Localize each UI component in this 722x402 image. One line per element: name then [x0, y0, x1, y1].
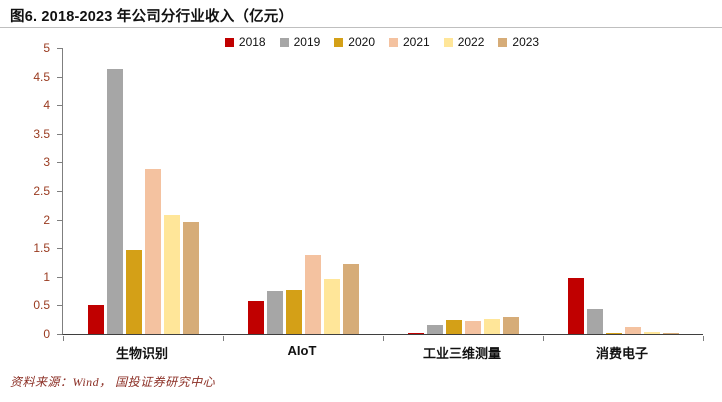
title-divider: [0, 27, 722, 28]
bar-2022-工业三维测量: [483, 318, 500, 334]
legend-swatch-2023: [498, 37, 508, 47]
x-category-label-消费电子: 消费电子: [595, 346, 648, 361]
bar-2019-消费电子: [586, 309, 603, 334]
x-tick-mark: [222, 336, 224, 341]
legend-label-2020: 2020: [348, 35, 375, 49]
bar-2020-工业三维测量: [445, 320, 462, 334]
y-tick-mark: [57, 276, 62, 278]
source-note: 资料来源：Wind， 国投证券研究中心: [10, 375, 216, 389]
y-tick-label: 0: [43, 327, 50, 341]
bar-2018-AIoT: [247, 301, 264, 334]
y-tick-mark: [57, 76, 62, 78]
y-tick-label: 1: [43, 269, 50, 284]
legend-item-2018: 2018: [224, 35, 266, 49]
y-tick-mark: [57, 305, 62, 307]
bar-group-工业三维测量: [383, 48, 543, 334]
y-tick-label: 2: [43, 212, 50, 227]
x-tick-mark: [62, 336, 64, 341]
bar-2020-AIoT: [285, 289, 302, 334]
bar-group-AIoT: [223, 48, 383, 334]
bar-2020-消费电子: [605, 332, 622, 334]
bar-2020-生物识别: [125, 249, 142, 334]
bar-2019-工业三维测量: [426, 325, 443, 334]
bar-2022-消费电子: [643, 332, 660, 334]
y-tick-mark: [57, 133, 62, 135]
bar-2019-生物识别: [106, 69, 123, 334]
bar-2021-消费电子: [624, 327, 641, 334]
y-tick-label: 4.5: [33, 69, 50, 84]
y-tick-label: 0.5: [33, 298, 50, 313]
legend-item-2019: 2019: [279, 35, 321, 49]
legend-label-2022: 2022: [457, 35, 485, 49]
y-tick-mark: [57, 219, 62, 221]
bar-2022-AIoT: [323, 279, 340, 334]
legend-item-2021: 2021: [389, 35, 430, 49]
y-tick-label: 3.5: [33, 126, 50, 141]
y-tick-label: 4: [43, 98, 50, 113]
bar-2021-工业三维测量: [464, 321, 481, 334]
legend-swatch-2020: [334, 37, 344, 47]
y-tick-mark: [57, 248, 62, 250]
y-tick-mark: [57, 105, 62, 107]
y-tick-mark: [57, 334, 62, 335]
x-axis-labels: 生物识别 AIoT 工业三维测量 消费电子: [62, 343, 702, 362]
legend-swatch-2018: [224, 37, 234, 47]
legend-item-2023: 2023: [498, 35, 539, 49]
y-tick-label: 1.5: [33, 241, 50, 256]
legend-label-2021: 2021: [403, 35, 430, 49]
bar-2023-AIoT: [342, 264, 359, 334]
x-tick-mark: [542, 336, 544, 341]
bar-2021-生物识别: [144, 169, 161, 334]
bar-2023-工业三维测量: [502, 316, 519, 334]
x-tick-mark: [382, 336, 384, 341]
bar-2022-生物识别: [163, 215, 180, 334]
y-tick-mark: [57, 162, 62, 164]
y-tick-mark: [57, 191, 62, 192]
y-tick-label: 5: [43, 41, 50, 55]
y-tick-label: 3: [43, 155, 50, 170]
bar-2018-工业三维测量: [407, 332, 424, 334]
x-category-label-工业三维测量: 工业三维测量: [422, 346, 501, 361]
plot-area: [62, 48, 704, 341]
bar-2023-生物识别: [182, 222, 199, 334]
legend-swatch-2021: [389, 37, 398, 47]
legend-label-2019: 2019: [293, 35, 321, 49]
legend-label-2018: 2018: [238, 35, 266, 49]
bar-group-生物识别: [63, 48, 223, 334]
y-axis: 0 0.5 1 1.5 2 2.5 3 3.5 4 4.5 5: [0, 41, 62, 341]
bar-group-消费电子: [543, 48, 703, 334]
y-tick-mark: [57, 48, 62, 49]
bar-2023-消费电子: [662, 332, 679, 334]
legend-label-2023: 2023: [512, 35, 540, 49]
legend-swatch-2019: [279, 37, 289, 47]
legend-item-2022: 2022: [443, 35, 485, 49]
bar-2018-生物识别: [87, 305, 104, 334]
y-tick-label: 2.5: [33, 184, 50, 198]
legend: 2018 2019 2020 2021 2022 2023: [62, 35, 702, 49]
bar-2021-AIoT: [304, 255, 321, 334]
bar-2018-消费电子: [567, 277, 584, 334]
chart-title: 图6. 2018-2023 年公司分行业收入（亿元）: [10, 9, 294, 25]
legend-swatch-2022: [443, 37, 453, 47]
legend-item-2020: 2020: [334, 35, 375, 49]
x-tick-mark: [702, 336, 704, 341]
x-category-label-生物识别: 生物识别: [115, 346, 168, 361]
x-category-label-AIoT: AIoT: [287, 343, 317, 358]
bar-2019-AIoT: [266, 291, 283, 334]
